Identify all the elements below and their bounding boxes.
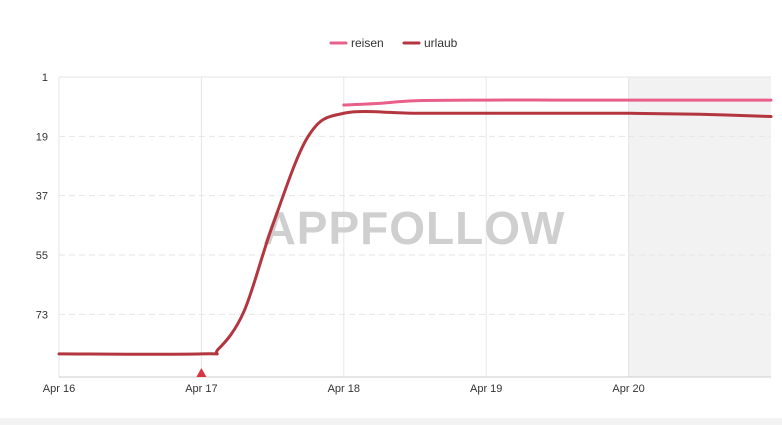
y-tick-label: 1 bbox=[42, 72, 48, 84]
footer-strip bbox=[0, 418, 782, 425]
legend-label-reisen[interactable]: reisen bbox=[351, 36, 384, 50]
legend: reisen urlaub bbox=[329, 36, 458, 50]
shaded-region bbox=[628, 77, 771, 377]
x-tick-label: Apr 19 bbox=[470, 383, 502, 395]
legend-label-urlaub[interactable]: urlaub bbox=[424, 36, 458, 50]
y-tick-label: 55 bbox=[36, 250, 48, 262]
x-tick-label: Apr 17 bbox=[185, 383, 217, 395]
y-tick-label: 37 bbox=[36, 191, 48, 203]
watermark-text: APPFOLLOW bbox=[263, 202, 566, 254]
y-tick-label: 73 bbox=[36, 309, 48, 321]
event-marker[interactable] bbox=[196, 368, 207, 377]
x-tick-label: Apr 16 bbox=[43, 383, 75, 395]
x-tick-label: Apr 20 bbox=[612, 383, 644, 395]
y-tick-label: 19 bbox=[36, 131, 48, 143]
series-line-urlaub[interactable] bbox=[57, 110, 773, 356]
x-tick-label: Apr 18 bbox=[328, 383, 360, 395]
series-line-reisen[interactable] bbox=[342, 98, 773, 107]
